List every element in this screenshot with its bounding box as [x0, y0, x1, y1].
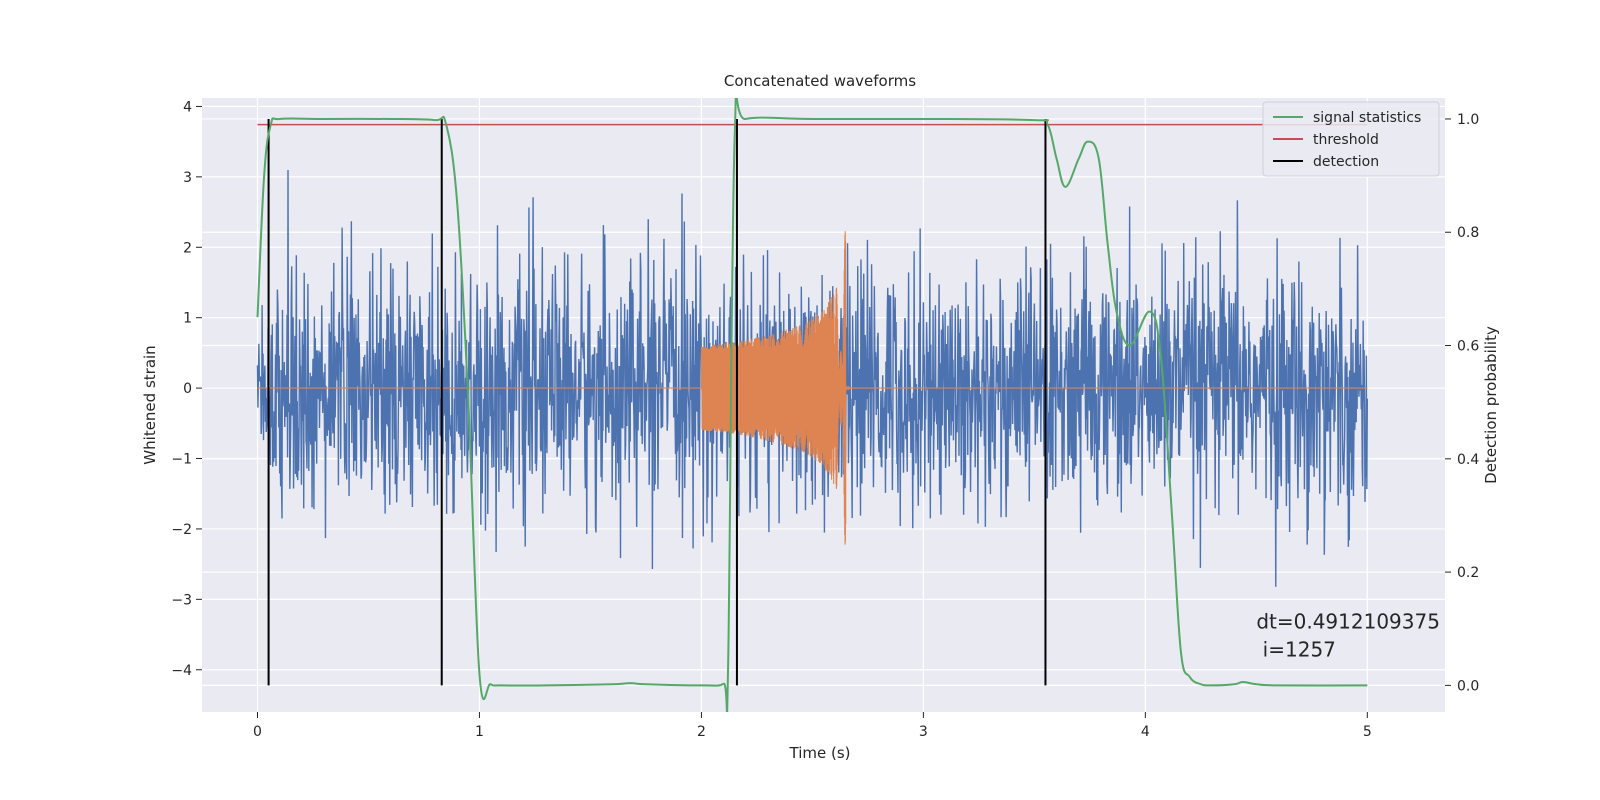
x-tick-label-0: 0: [253, 724, 262, 740]
y-tick-label-0: −4: [171, 663, 192, 679]
y2-tick-label-3: 0.6: [1457, 339, 1479, 355]
x-axis-ticks: 0 1 2 3 4 5: [253, 712, 1372, 740]
x-tick-label-3: 3: [919, 724, 928, 740]
annotation-dt: dt=0.4912109375: [1256, 610, 1440, 634]
x-tick-label-5: 5: [1363, 724, 1372, 740]
x-axis-title: Time (s): [789, 744, 851, 762]
y-tick-label-5: 1: [183, 311, 192, 327]
y2-axis-title: Detection probability: [1482, 326, 1500, 484]
plot-content: [256, 98, 1369, 712]
annotation: dt=0.4912109375 i=1257: [1256, 610, 1440, 662]
legend-label-detection: detection: [1313, 154, 1379, 170]
legend: signal statistics threshold detection: [1262, 101, 1440, 177]
y-tick-label-4: 0: [183, 381, 192, 397]
y2-tick-label-2: 0.4: [1457, 452, 1479, 468]
y-tick-label-1: −3: [171, 592, 192, 608]
legend-label-threshold: threshold: [1313, 132, 1379, 148]
y2-tick-label-0: 0.0: [1457, 678, 1479, 694]
y2-tick-label-1: 0.2: [1457, 565, 1479, 581]
y2-tick-label-4: 0.8: [1457, 225, 1479, 241]
y-axis-ticks: −4 −3 −2 −1 0 1 2 3 4: [171, 99, 202, 679]
detection-lines: [267, 118, 1047, 686]
y2-tick-label-5: 1.0: [1457, 112, 1479, 128]
y2-axis-ticks: 0.0 0.2 0.4 0.6 0.8 1.0: [1445, 112, 1479, 694]
x-tick-label-1: 1: [475, 724, 484, 740]
annotation-index: i=1257: [1256, 638, 1336, 662]
y-tick-label-2: −2: [171, 522, 192, 538]
x-tick-label-2: 2: [697, 724, 706, 740]
chart-title: Concatenated waveforms: [724, 72, 916, 90]
y-tick-label-6: 2: [183, 240, 192, 256]
legend-box: [1262, 101, 1440, 177]
y-axis-title: Whitened strain: [141, 345, 159, 464]
legend-label-signal: signal statistics: [1313, 110, 1421, 126]
y-tick-label-7: 3: [183, 170, 192, 186]
x-tick-label-4: 4: [1141, 724, 1150, 740]
y-tick-label-3: −1: [171, 452, 192, 468]
y-tick-label-8: 4: [183, 99, 192, 115]
series-injection: [257, 231, 1368, 545]
series-signal-statistics: [256, 98, 1368, 712]
